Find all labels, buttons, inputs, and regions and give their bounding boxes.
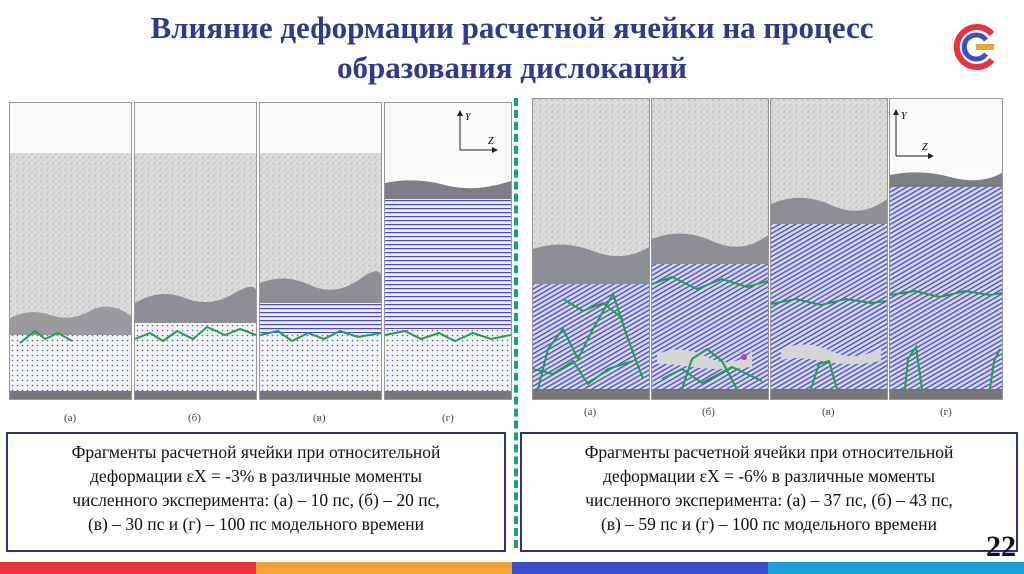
bottom-color-bar [0,562,1024,574]
left-panel-c [259,102,382,400]
left-panel-d-label: (г) [442,412,454,424]
right-caption-line-2: деформации εX = -6% в различные моменты [602,466,936,486]
right-axis-z-label: Z [922,142,928,153]
ciaf-logo-icon [953,24,995,70]
title-line-1: Влияние деформации расчетной ячейки на п… [150,10,874,45]
right-panel-a-label: (а) [584,406,597,418]
left-panel-d [384,102,512,400]
right-caption-line-1: Фрагменты расчетной ячейки при относител… [584,442,954,462]
right-axis-y-label: Y [901,111,908,122]
right-panel-d [889,98,1003,400]
left-panel-b [134,102,257,400]
left-caption-line-2: деформации εX = -3% в различные моменты [89,466,423,486]
left-panel-c-label: (в) [313,412,326,424]
right-panel-d-label: (г) [940,406,952,418]
slide-title: Влияние деформации расчетной ячейки на п… [0,8,1024,88]
right-panel-a [532,98,650,400]
right-caption-line-3: численного эксперимента: (а) – 37 пс, (б… [585,490,953,510]
right-panel-c-label: (в) [822,406,835,418]
left-axis-z-label: Z [488,136,494,147]
left-caption-line-3: численного эксперимента: (а) – 10 пс, (б… [72,490,440,510]
left-axis-icon: Y Z [457,110,498,153]
right-panel-b [651,98,769,400]
right-panel-c [770,98,888,400]
left-panel-a [9,102,132,400]
right-axis-icon: Y Z [893,109,934,159]
right-caption: Фрагменты расчетной ячейки при относител… [520,432,1018,552]
left-panel-b-label: (б) [188,412,201,424]
section-divider [514,98,518,548]
page-number: 22 [986,530,1016,563]
left-caption-line-4: (в) – 30 пс и (г) – 100 пс модельного вр… [87,514,425,534]
title-line-2: образования дислокаций [337,50,687,85]
right-caption-line-4: (в) – 59 пс и (г) – 100 пс модельного вр… [600,514,938,534]
left-axis-y-label: Y [465,112,472,123]
left-panel-a-label: (а) [64,412,77,424]
right-panel-b-label: (б) [702,406,715,418]
left-caption-line-1: Фрагменты расчетной ячейки при относител… [71,442,441,462]
left-caption: Фрагменты расчетной ячейки при относител… [6,432,506,552]
